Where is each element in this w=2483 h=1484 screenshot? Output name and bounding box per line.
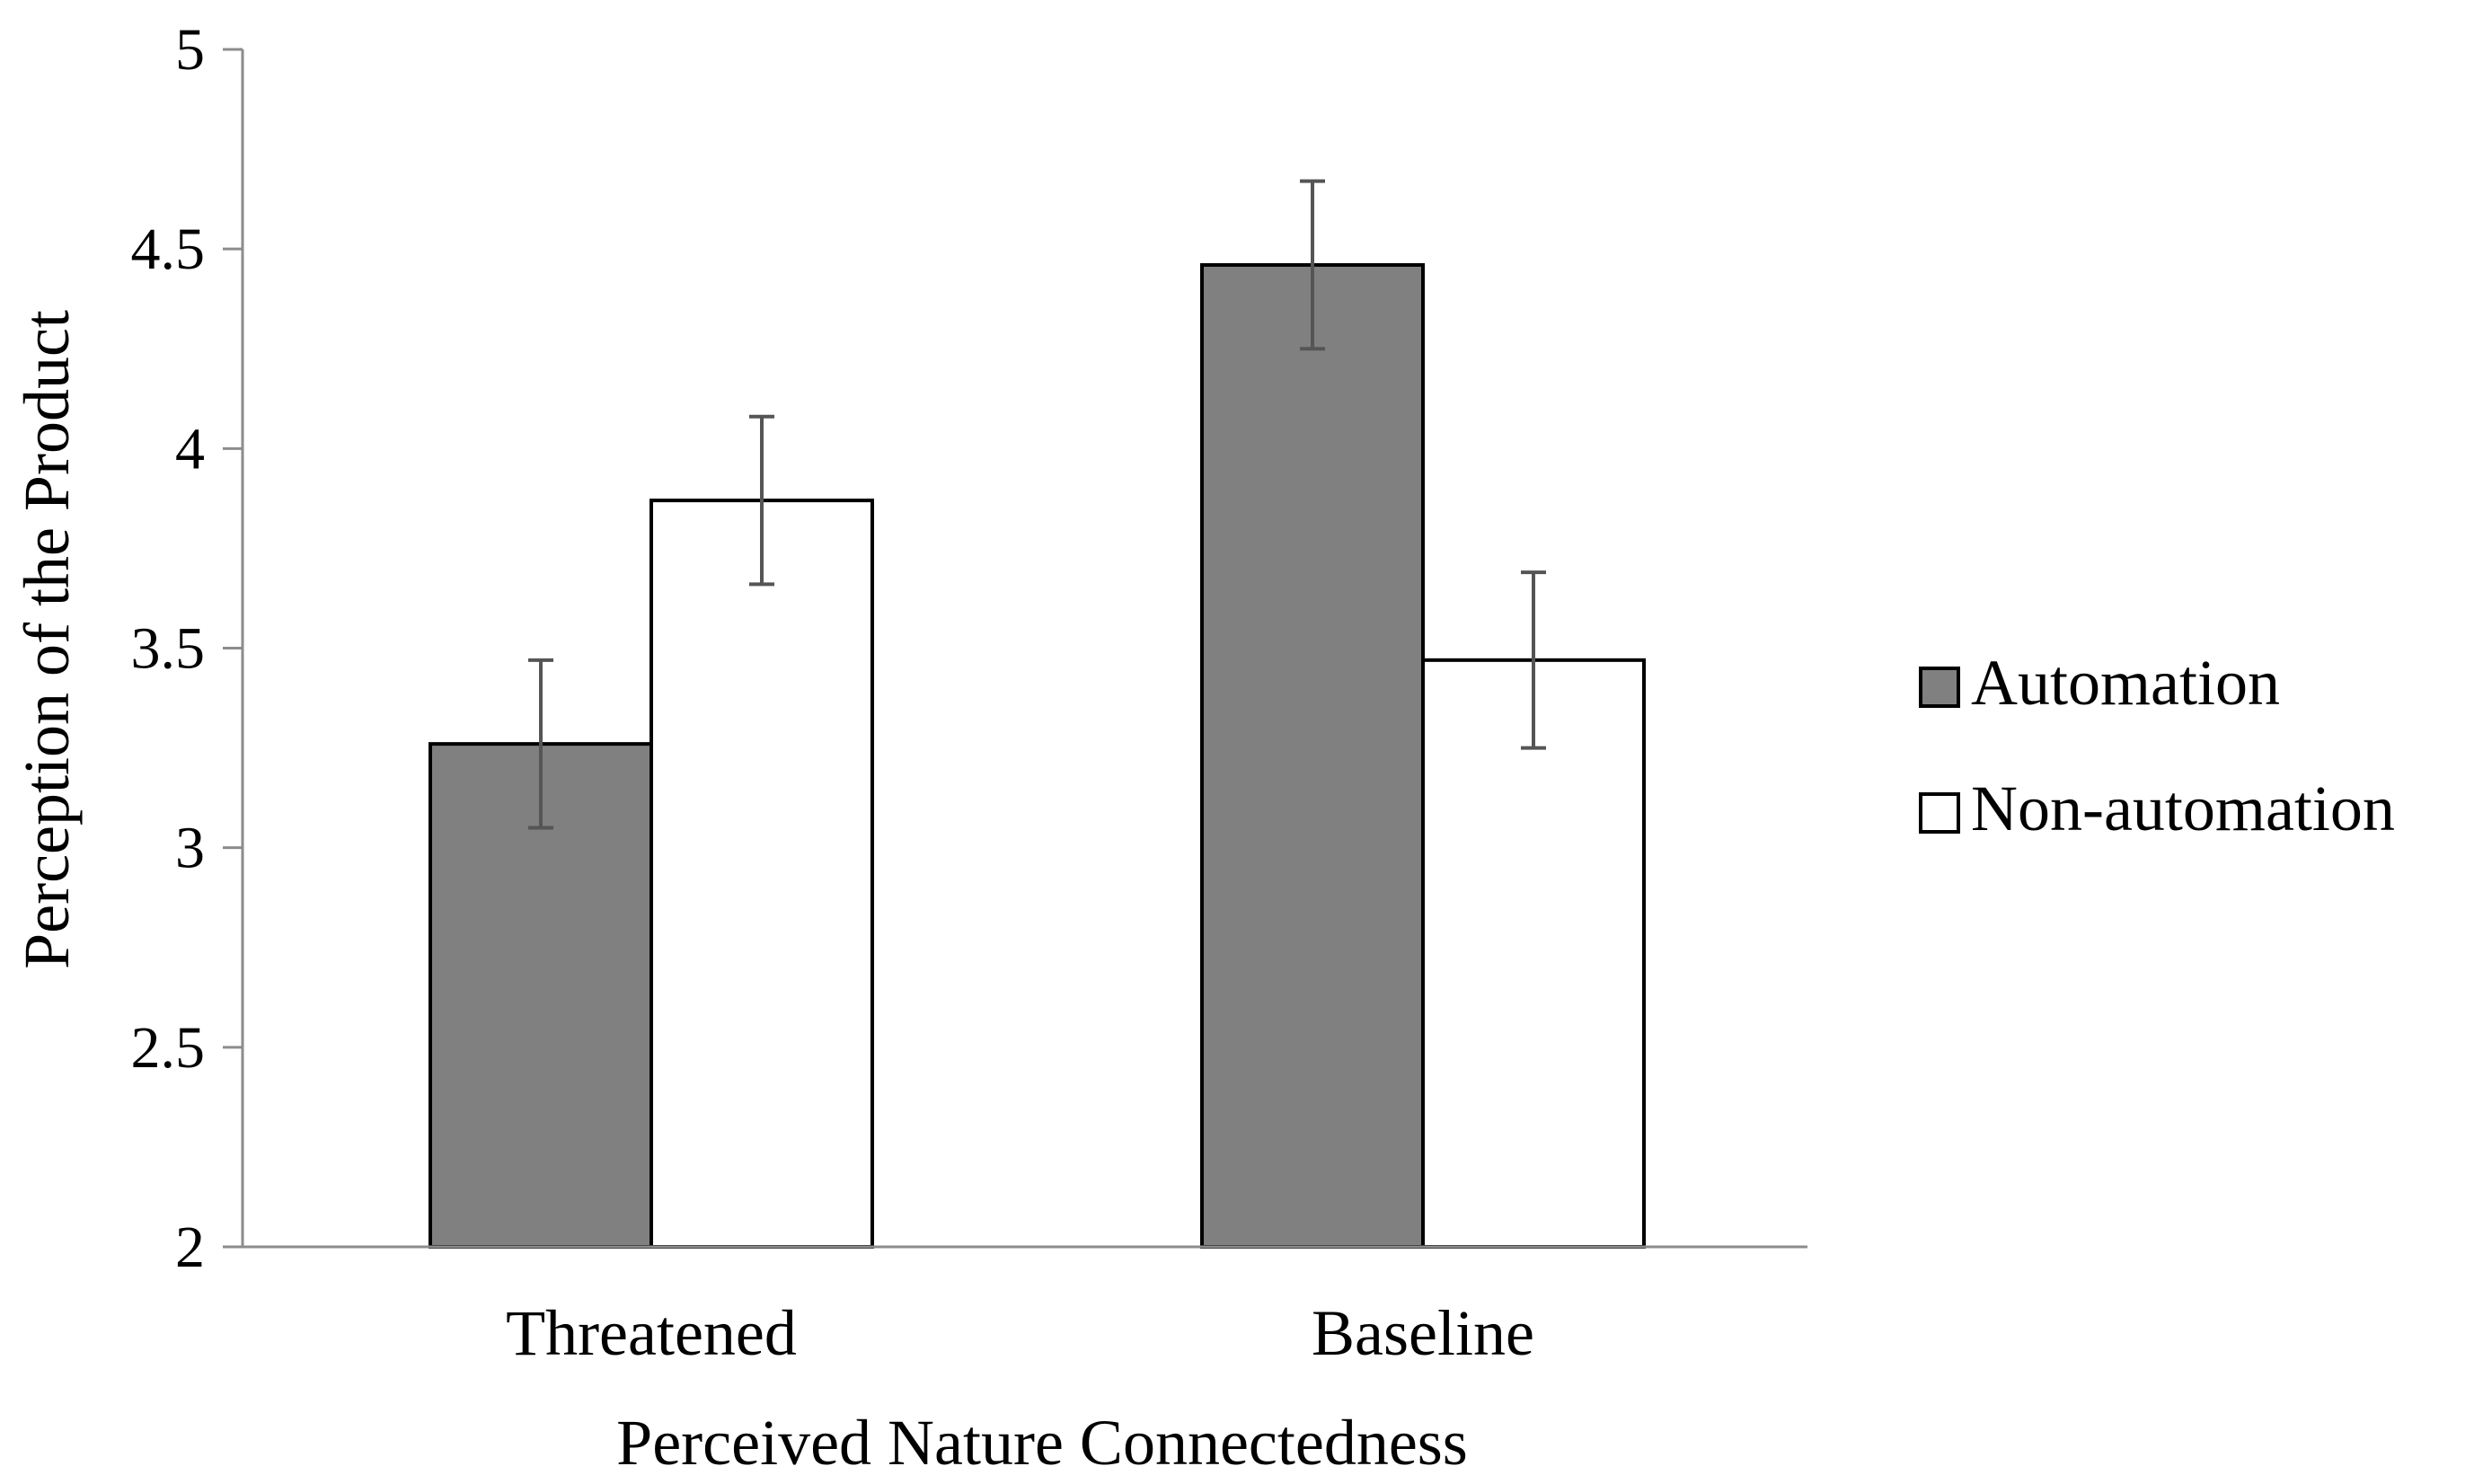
bar-non-automation-threatened bbox=[649, 499, 874, 1249]
x-axis-title: Perceived Nature Connectedness bbox=[616, 1407, 1468, 1479]
y-axis-ticks: 2 2.5 3 3.5 4 4.5 5 bbox=[131, 17, 243, 1280]
y-tick-label: 2 bbox=[175, 1215, 205, 1280]
legend-label: Automation bbox=[1971, 647, 2280, 719]
y-tick-label: 5 bbox=[175, 17, 205, 83]
y-tick-label: 4 bbox=[175, 416, 205, 481]
x-category-label: Baseline bbox=[1312, 1297, 1534, 1369]
y-axis-title: Perception of the Product bbox=[11, 310, 83, 969]
legend: Automation Non-automation bbox=[1919, 647, 2395, 844]
y-tick-label: 3 bbox=[175, 816, 205, 881]
bar-automation-baseline bbox=[1200, 262, 1425, 1250]
category-labels: Threatened Baseline bbox=[506, 1297, 1534, 1369]
error-bars bbox=[528, 179, 1546, 830]
bar-non-automation-baseline bbox=[1421, 658, 1646, 1249]
x-category-label: Threatened bbox=[506, 1297, 797, 1369]
y-tick-label: 3.5 bbox=[131, 616, 206, 682]
legend-swatch-non-automation bbox=[1919, 792, 1960, 834]
legend-swatch-automation bbox=[1919, 667, 1960, 708]
bars bbox=[429, 262, 1646, 1250]
y-tick-label: 2.5 bbox=[131, 1015, 206, 1081]
y-tick-label: 4.5 bbox=[131, 216, 206, 282]
legend-label: Non-automation bbox=[1971, 773, 2395, 844]
